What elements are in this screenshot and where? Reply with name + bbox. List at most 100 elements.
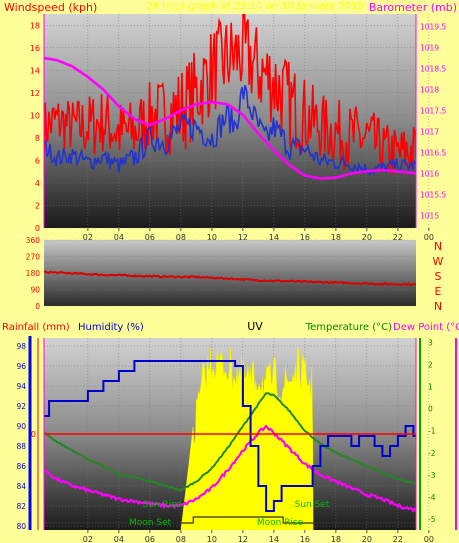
barometer-y-ticks: 1015 1015.5 1016 1016.5 1017 1017.5 1018 1018.5… [420, 23, 446, 221]
moonrise-label: Moon Rise [257, 518, 304, 528]
dewpoint-axis-title: Dew Point (°C [393, 322, 459, 333]
temperature-tick-label: -5 [428, 515, 436, 524]
temperature-y-ticks: -5 -4 -3 -2 -1 0 1 2 3 [428, 338, 436, 524]
uv-axis-title: UV [247, 320, 263, 333]
bottom-series [44, 346, 416, 530]
temperature-line [44, 392, 416, 492]
x-tick-label: 10 [207, 535, 217, 543]
wind-x-ticks: 02 04 06 08 10 12 14 16 18 20 22 00 [83, 228, 434, 242]
x-tick-label: 22 [393, 233, 403, 242]
temperature-tick-label: 0 [428, 405, 433, 414]
wind-tick-label: 2 [35, 201, 40, 210]
x-tick-label: 20 [362, 233, 372, 242]
wind-tick-label: 6 [35, 156, 40, 165]
wind-tick-label: 0 [35, 224, 40, 233]
x-tick-label: 08 [176, 233, 186, 242]
humidity-y-ticks: 80 82 84 86 88 90 92 94 96 98 [16, 342, 26, 531]
humidity-tick-label: 80 [16, 522, 26, 531]
barometer-tick-label: 1019 [420, 44, 439, 53]
barometer-tick-label: 1017 [420, 127, 439, 136]
humidity-line [44, 360, 416, 512]
barometer-axis-title: Barometer (mb) [369, 1, 457, 14]
moon-visibility-bar [44, 516, 416, 524]
x-tick-label: 16 [300, 233, 310, 242]
temperature-axis-title: Temperature (°C) [305, 322, 392, 333]
wind-tick-label: 18 [30, 21, 40, 30]
direction-tick-label: 0 [35, 302, 40, 311]
wind-tick-label: 14 [30, 66, 40, 75]
x-tick-label: 00 [424, 535, 434, 543]
compass-label: N [434, 240, 442, 253]
wind-tick-label: 8 [35, 134, 40, 143]
direction-tick-label: 180 [26, 269, 41, 278]
barometer-tick-label: 1018 [420, 86, 439, 95]
sunset-label: Sun Set [295, 500, 330, 510]
barometer-tick-label: 1018.5 [420, 65, 446, 74]
x-tick-label: 22 [393, 535, 403, 543]
barometer-tick-label: 1017.5 [420, 107, 446, 116]
temperature-tick-label: -3 [428, 471, 436, 480]
compass-label: N [434, 300, 442, 313]
wind-tick-label: 12 [30, 89, 40, 98]
x-tick-label: 10 [207, 233, 217, 242]
wind-tick-label: 16 [30, 44, 40, 53]
x-tick-label: 08 [176, 535, 186, 543]
barometer-tick-label: 1016.5 [420, 148, 446, 157]
rainfall-y-ticks: 0 [31, 430, 36, 439]
graph-title: 24 hour graph at 23:10 on 10 January 201… [146, 1, 364, 12]
temperature-tick-label: 2 [428, 360, 433, 369]
direction-y-ticks: 0 90 180 270 360 [26, 236, 41, 311]
dewpoint-line [44, 424, 416, 513]
barometer-tick-label: 1015.5 [420, 190, 446, 199]
humidity-tick-label: 96 [16, 362, 26, 371]
compass-label: E [435, 285, 442, 298]
humidity-tick-label: 82 [16, 502, 26, 511]
direction-series [44, 270, 416, 287]
humidity-tick-label: 84 [16, 482, 26, 491]
barometer-tick-label: 1016 [420, 169, 439, 178]
humidity-tick-label: 98 [16, 342, 26, 351]
rainfall-tick-label: 0 [31, 430, 36, 439]
humidity-tick-label: 94 [16, 382, 26, 391]
wind-tick-label: 4 [35, 179, 40, 188]
wind-gust-line [44, 14, 416, 176]
x-tick-label: 06 [145, 535, 155, 543]
humidity-tick-label: 92 [16, 402, 26, 411]
temperature-tick-label: -1 [428, 427, 436, 436]
x-tick-label: 20 [362, 535, 372, 543]
moonset-label: Moon Set [129, 518, 172, 528]
compass-label: S [435, 270, 442, 283]
compass-label: W [433, 255, 444, 268]
wind-y-ticks: 0 2 4 6 8 10 12 14 16 18 [30, 21, 40, 233]
x-tick-label: 18 [331, 233, 341, 242]
humidity-axis-title: Humidity (%) [78, 322, 144, 333]
x-tick-label: 12 [238, 233, 248, 242]
wind-direction-line [44, 270, 416, 287]
x-tick-label: 06 [145, 233, 155, 242]
humidity-tick-label: 90 [16, 422, 26, 431]
windspeed-axis-title: Windspeed (kph) [4, 1, 97, 14]
wind-average-line [44, 84, 416, 176]
humidity-tick-label: 88 [16, 442, 26, 451]
x-tick-label: 02 [83, 233, 93, 242]
bottom-x-ticks: 02 04 06 08 10 12 14 16 18 20 22 00 [83, 530, 434, 543]
x-tick-label: 02 [83, 535, 93, 543]
barometer-tick-label: 1019.5 [420, 23, 446, 32]
temperature-tick-label: -4 [428, 493, 436, 502]
wind-tick-label: 10 [30, 111, 40, 120]
x-tick-label: 12 [238, 535, 248, 543]
temperature-tick-label: -2 [428, 449, 436, 458]
direction-tick-label: 360 [26, 236, 41, 245]
temperature-tick-label: 1 [428, 383, 433, 392]
x-tick-label: 16 [300, 535, 310, 543]
x-tick-label: 14 [269, 535, 279, 543]
direction-grid [44, 239, 416, 307]
humidity-tick-label: 86 [16, 462, 26, 471]
direction-tick-label: 90 [30, 286, 40, 295]
temperature-tick-label: 3 [428, 338, 433, 347]
